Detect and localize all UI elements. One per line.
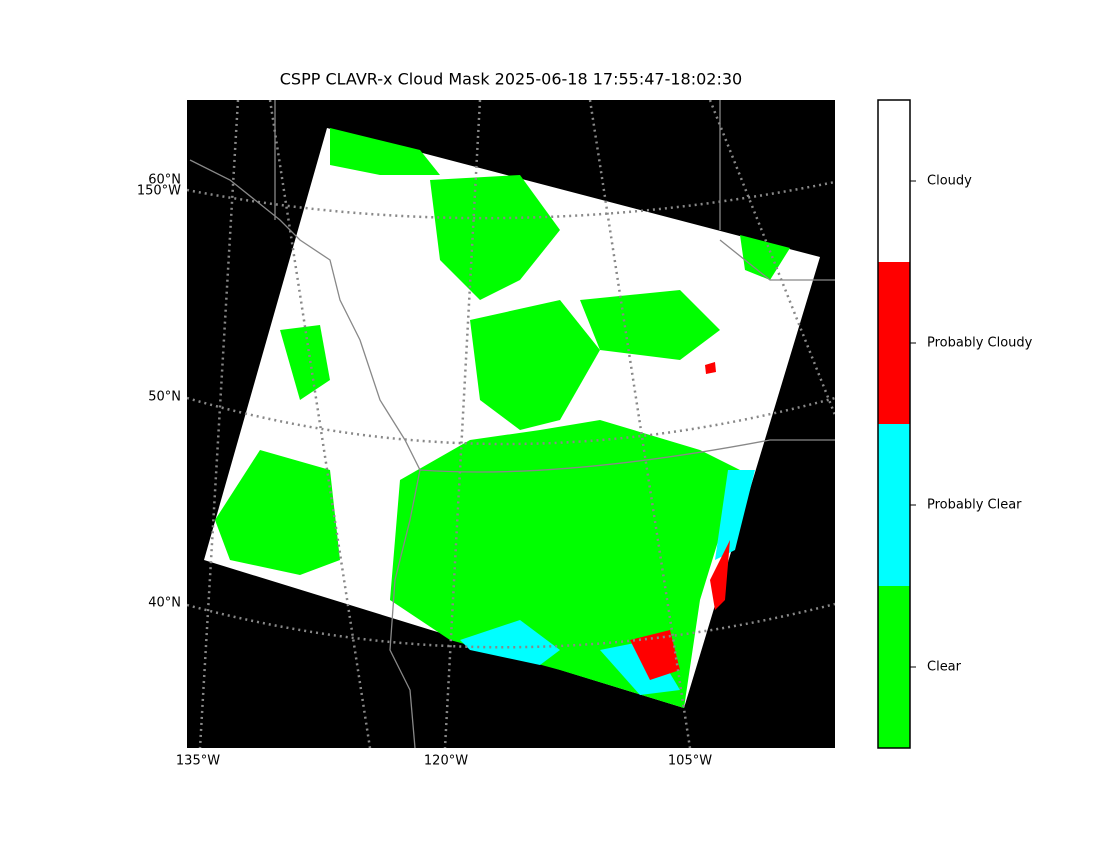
prob-clear-region	[715, 470, 755, 560]
coastline	[189, 100, 835, 748]
prob-cloudy-region	[710, 540, 730, 610]
lat-label: 40°N	[148, 596, 181, 611]
colorbar-frame	[877, 99, 911, 749]
lat-label: 50°N	[148, 390, 181, 405]
clear-region	[215, 450, 340, 575]
colorbar-label: Clear	[927, 660, 962, 675]
title: CSPP CLAVR-x Cloud Mask 2025-06-18 17:55…	[280, 70, 742, 89]
lon-label: 150°W	[137, 184, 181, 199]
clear-region	[330, 128, 440, 175]
colorbar-segment	[878, 100, 910, 262]
clear-region	[280, 325, 330, 400]
clear-region	[580, 290, 720, 360]
colorbar-segment	[878, 262, 910, 424]
colorbar: Cloudy Probably Cloudy Probably Clear Clear	[877, 99, 1033, 749]
colorbar-segment	[878, 586, 910, 748]
prob-clear-region	[460, 620, 560, 665]
colorbar-label: Probably Clear	[927, 498, 1022, 513]
prob-clear-region	[600, 640, 680, 695]
prob-cloudy-region	[630, 630, 680, 680]
lon-label: 135°W	[176, 754, 220, 769]
colorbar-segment	[878, 424, 910, 586]
clear-region	[740, 235, 790, 280]
colorbar-label: Probably Cloudy	[927, 336, 1033, 351]
prob-cloudy-region	[705, 362, 716, 374]
lon-label: 120°W	[424, 754, 468, 769]
lon-label: 105°W	[668, 754, 712, 769]
graticule	[187, 100, 835, 748]
lat-label: 60°N	[148, 173, 181, 188]
map: 60°N 150°W 50°N 40°N 135°W 120°W 105°W	[137, 100, 835, 769]
colorbar-label: Cloudy	[927, 174, 972, 189]
clear-region	[470, 300, 600, 430]
clear-region	[430, 175, 560, 300]
